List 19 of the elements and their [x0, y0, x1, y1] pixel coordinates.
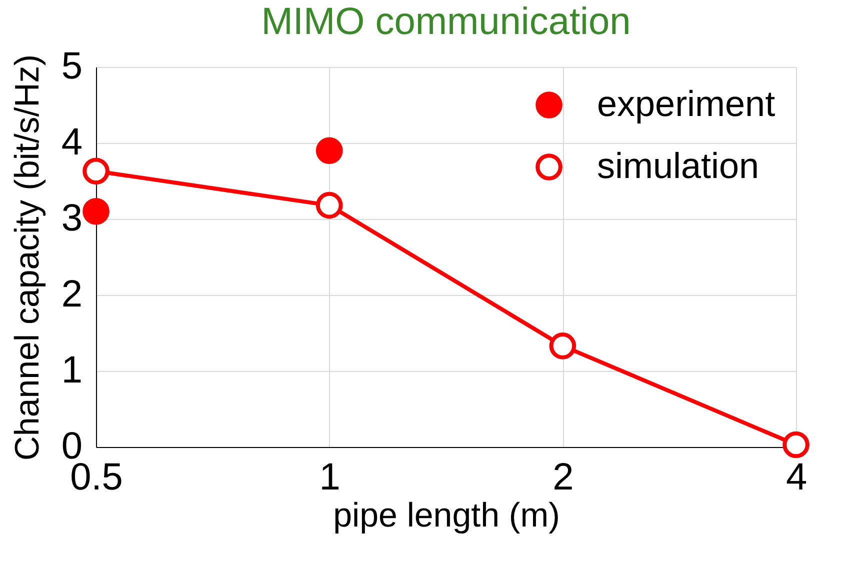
y-tick-label: 3 — [61, 198, 82, 240]
y-tick-label: 5 — [61, 46, 82, 88]
point — [82, 158, 110, 184]
legend-label: simulation — [597, 145, 760, 186]
point — [549, 332, 576, 360]
point — [316, 192, 343, 219]
x-tick-label: 4 — [786, 456, 808, 498]
point — [82, 198, 110, 225]
y-axis-title: Channel capacity (bit/s/Hz) — [8, 54, 46, 461]
x-axis-title: pipe length (m) — [333, 496, 560, 534]
y-tick-label: 1 — [61, 350, 82, 392]
chart-title: MIMO communication — [261, 1, 631, 43]
legend-label: experiment — [597, 83, 776, 124]
x-tick-label: 1 — [319, 456, 340, 498]
point — [316, 137, 343, 164]
y-tick-label: 4 — [61, 122, 82, 164]
x-tick-label: 2 — [552, 456, 574, 498]
y-tick-label: 2 — [61, 274, 82, 316]
point — [782, 431, 810, 458]
